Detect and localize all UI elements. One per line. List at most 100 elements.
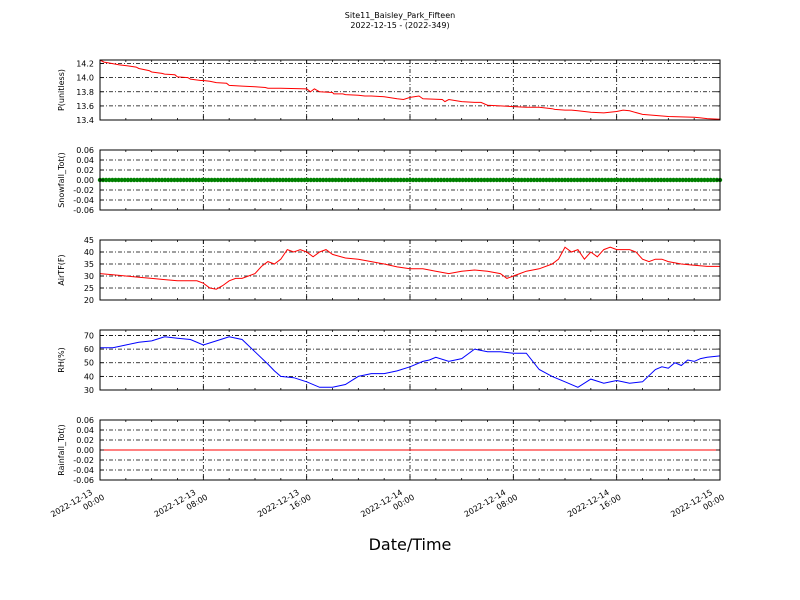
series-marker: [696, 177, 701, 183]
series-marker: [243, 177, 248, 183]
series-marker: [169, 177, 174, 183]
series-marker: [255, 177, 261, 183]
series-marker: [184, 177, 189, 183]
x-tick-label: 2022-12-1500:00: [669, 484, 726, 528]
series-marker: [510, 177, 515, 183]
series-marker: [280, 177, 286, 183]
series-marker: [342, 177, 348, 183]
series-marker: [209, 177, 214, 183]
series-marker: [463, 177, 468, 183]
series-marker: [395, 177, 400, 183]
series-line: [99, 59, 721, 120]
series-marker: [361, 177, 366, 183]
y-tick-label: 20: [84, 296, 94, 305]
series-marker: [389, 177, 394, 183]
series-marker: [438, 177, 444, 183]
series-marker: [330, 177, 335, 183]
series-marker: [327, 177, 332, 183]
series-marker: [559, 177, 565, 183]
series-marker: [491, 177, 496, 183]
y-axis-label: AirTF(F): [57, 254, 66, 285]
y-tick-label: 0.04: [76, 156, 94, 165]
series-marker: [590, 177, 596, 183]
series-marker: [383, 177, 388, 183]
series-marker: [522, 177, 527, 183]
series-marker: [711, 177, 716, 183]
series-marker: [181, 177, 186, 183]
series-marker: [290, 177, 295, 183]
series-marker: [162, 177, 168, 183]
series-line: [100, 336, 721, 388]
series-marker: [119, 177, 124, 183]
series-marker: [575, 177, 580, 183]
series-marker: [699, 177, 704, 183]
series-marker: [488, 177, 493, 183]
series-marker: [693, 177, 698, 183]
series-marker: [373, 177, 379, 183]
y-tick-label: 0.04: [76, 426, 94, 435]
series-marker: [293, 177, 298, 183]
series-marker: [702, 177, 707, 183]
y-tick-label: -0.02: [73, 186, 94, 195]
series-marker: [612, 177, 617, 183]
series-marker: [429, 177, 434, 183]
series-marker: [528, 177, 534, 183]
series-marker: [448, 177, 453, 183]
series-marker: [686, 177, 692, 183]
series-marker: [286, 177, 292, 183]
series-marker: [466, 177, 472, 183]
series-marker: [358, 177, 363, 183]
x-tick-label: 2022-12-1316:00: [256, 484, 313, 528]
series-marker: [379, 177, 385, 183]
series-marker: [262, 177, 267, 183]
y-tick-label: 45: [84, 236, 94, 245]
series-marker: [432, 177, 437, 183]
series-marker: [221, 177, 227, 183]
series-marker: [348, 177, 354, 183]
subplot-2: 0.060.040.020.00-0.02-0.04-0.06 Snowfall_…: [57, 146, 723, 215]
series-marker: [321, 177, 326, 183]
series-marker: [107, 177, 112, 183]
series-marker: [150, 177, 155, 183]
series-marker: [367, 177, 372, 183]
x-tick-label: 2022-12-1400:00: [359, 484, 416, 528]
series-marker: [259, 177, 264, 183]
series-marker: [565, 177, 571, 183]
series-marker: [113, 177, 118, 183]
series-marker: [410, 177, 416, 183]
y-axis-label: P(unitless): [57, 69, 66, 111]
y-tick-label: 0.06: [76, 416, 94, 425]
series-marker: [569, 177, 574, 183]
series-marker: [231, 177, 236, 183]
y-tick-label: 0.00: [76, 176, 94, 185]
y-axis-label: RH(%): [57, 347, 66, 372]
series-marker: [265, 177, 270, 183]
series-marker: [274, 177, 279, 183]
series-marker: [451, 177, 456, 183]
x-tick-labels: 2022-12-1300:00 2022-12-1308:00 2022-12-13…: [49, 484, 726, 528]
series-marker: [677, 177, 682, 183]
series-marker: [234, 177, 239, 183]
series-marker: [534, 177, 540, 183]
series-marker: [336, 177, 341, 183]
series-marker: [671, 177, 676, 183]
series-marker: [689, 177, 695, 183]
y-tick-label: 14.2: [76, 60, 94, 69]
y-tick-label: 25: [84, 284, 94, 293]
series-marker: [224, 177, 230, 183]
series-marker: [283, 177, 289, 183]
series-marker: [131, 177, 137, 183]
series-marker: [500, 177, 506, 183]
x-tick-label: 2022-12-1408:00: [463, 484, 520, 528]
x-tick-label: 2022-12-1308:00: [153, 484, 210, 528]
series-marker: [386, 177, 391, 183]
series-marker: [460, 177, 465, 183]
x-tick-label: 2022-12-1300:00: [49, 484, 106, 528]
series-marker: [376, 177, 382, 183]
chart-title-line2: 2022-12-15 - (2022-349): [350, 21, 449, 30]
series-marker: [618, 177, 623, 183]
series-marker: [662, 177, 667, 183]
series-marker: [299, 177, 304, 183]
series-marker: [513, 177, 518, 183]
series-marker: [600, 177, 605, 183]
